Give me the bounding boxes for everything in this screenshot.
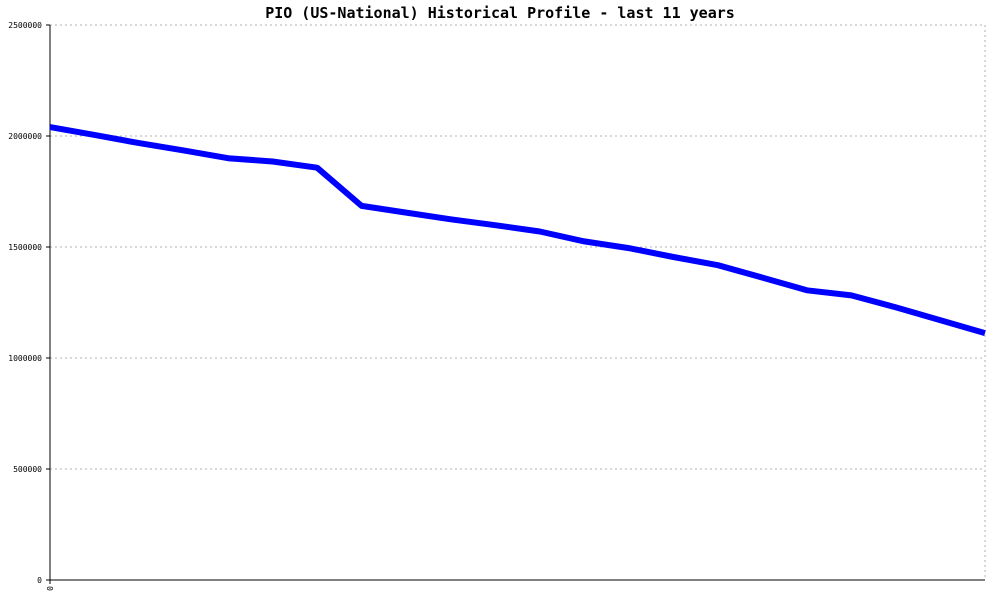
y-tick-label: 2500000 — [8, 21, 42, 30]
y-tick-label: 500000 — [13, 465, 42, 474]
y-tick-label: 2000000 — [8, 132, 42, 141]
y-tick-label: 0 — [37, 576, 42, 585]
y-tick-label: 1500000 — [8, 243, 42, 252]
series-line-0 — [50, 127, 985, 333]
y-tick-label: 1000000 — [8, 354, 42, 363]
x-tick-label: 0 — [46, 586, 55, 591]
axes: 0 500000 1000000 1500000 2000000 2500000 0 — [8, 21, 985, 591]
grid-lines — [50, 25, 985, 469]
series-layer — [50, 127, 985, 333]
chart-title: PIO (US-National) Historical Profile - l… — [265, 4, 735, 22]
